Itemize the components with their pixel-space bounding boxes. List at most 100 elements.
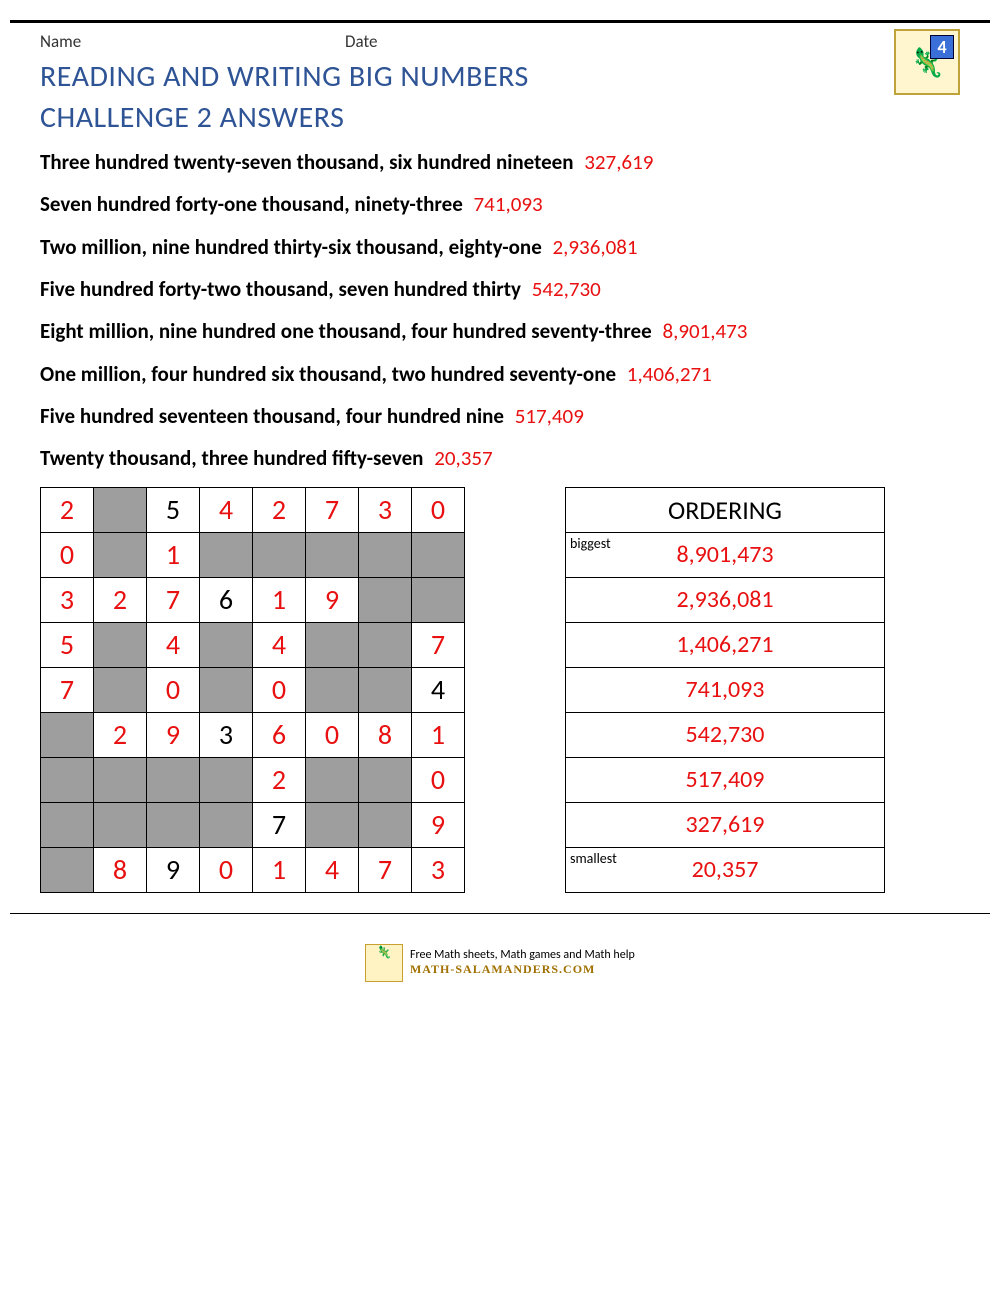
grid-cell: 4 xyxy=(200,487,253,532)
ordering-row: 2,936,081 xyxy=(566,577,885,622)
ordering-value: 1,406,271 xyxy=(676,630,773,659)
answer-line: Twenty thousand, three hundred fifty-sev… xyxy=(40,444,960,472)
grid-cell xyxy=(200,757,253,802)
answer-words: Two million, nine hundred thirty-six tho… xyxy=(40,234,542,260)
ordering-value: 327,619 xyxy=(686,810,765,839)
answer-line: Two million, nine hundred thirty-six tho… xyxy=(40,233,960,261)
answer-words: Seven hundred forty-one thousand, ninety… xyxy=(40,191,463,217)
grid-cell xyxy=(200,532,253,577)
grid-cell: 5 xyxy=(147,487,200,532)
grid-cell xyxy=(306,532,359,577)
grid-cell xyxy=(147,757,200,802)
grid-cell xyxy=(412,532,465,577)
ordering-value: 20,357 xyxy=(692,855,759,884)
footer-tagline: Free Math sheets, Math games and Math he… xyxy=(410,948,635,962)
grid-cell: 4 xyxy=(306,847,359,892)
grid-cell: 2 xyxy=(94,712,147,757)
date-label: Date xyxy=(345,31,377,52)
answer-number: 542,730 xyxy=(532,276,601,302)
grid-cell xyxy=(306,667,359,712)
grid-cell: 3 xyxy=(412,847,465,892)
grid-cell xyxy=(359,757,412,802)
ordering-header: ORDERING xyxy=(566,487,885,532)
grid-cell xyxy=(41,802,94,847)
page-title-line1: READING AND WRITING BIG NUMBERS xyxy=(40,58,960,95)
grid-cell: 6 xyxy=(253,712,306,757)
answer-words: Five hundred forty-two thousand, seven h… xyxy=(40,276,521,302)
grid-cell xyxy=(41,712,94,757)
answer-number: 741,093 xyxy=(474,191,543,217)
grid-cell xyxy=(94,622,147,667)
ordering-value: 8,901,473 xyxy=(676,540,773,569)
grid-cell: 0 xyxy=(412,757,465,802)
grid-cell xyxy=(200,667,253,712)
grid-cell: 0 xyxy=(253,667,306,712)
grid-cell: 7 xyxy=(253,802,306,847)
answer-words: Three hundred twenty-seven thousand, six… xyxy=(40,149,574,175)
grid-cell: 7 xyxy=(306,487,359,532)
grid-cell: 5 xyxy=(41,622,94,667)
ordering-tag: biggest xyxy=(570,535,611,552)
grid-cell: 0 xyxy=(200,847,253,892)
grid-cell xyxy=(94,532,147,577)
answer-words: Twenty thousand, three hundred fifty-sev… xyxy=(40,445,423,471)
grid-cell: 3 xyxy=(200,712,253,757)
answer-number: 517,409 xyxy=(515,403,584,429)
grid-cell xyxy=(359,532,412,577)
grid-cell xyxy=(147,802,200,847)
grid-cell xyxy=(41,847,94,892)
grid-cell: 9 xyxy=(147,847,200,892)
grid-cell: 6 xyxy=(200,577,253,622)
answer-line: One million, four hundred six thousand, … xyxy=(40,360,960,388)
grid-cell xyxy=(359,577,412,622)
answer-number: 2,936,081 xyxy=(553,234,638,260)
grid-cell xyxy=(359,802,412,847)
answer-line: Seven hundred forty-one thousand, ninety… xyxy=(40,190,960,218)
grid-cell xyxy=(306,622,359,667)
grid-cell: 2 xyxy=(41,487,94,532)
grid-cell: 0 xyxy=(412,487,465,532)
grade-badge: 🦎 4 xyxy=(894,29,960,95)
grid-cell: 9 xyxy=(306,577,359,622)
grid-cell xyxy=(306,757,359,802)
footer-site: MATH-SALAMANDERS.COM xyxy=(410,962,595,976)
grid-cell: 7 xyxy=(412,622,465,667)
footer-logo-icon: 🦎 xyxy=(365,944,403,982)
ordering-row: smallest20,357 xyxy=(566,847,885,892)
grid-cell xyxy=(94,757,147,802)
ordering-value: 2,936,081 xyxy=(676,585,773,614)
grid-cell xyxy=(200,802,253,847)
ordering-row: 1,406,271 xyxy=(566,622,885,667)
worksheet-page: Name Date 🦎 4 READING AND WRITING BIG NU… xyxy=(10,20,990,914)
grid-cell: 7 xyxy=(147,577,200,622)
header-row: Name Date xyxy=(40,31,960,52)
grid-cell: 4 xyxy=(412,667,465,712)
ordering-table: ORDERING biggest 8,901,473 2,936,081 1,406,2… xyxy=(565,487,885,893)
ordering-row: 517,409 xyxy=(566,757,885,802)
ordering-value: 542,730 xyxy=(686,720,765,749)
grid-cell xyxy=(94,802,147,847)
grid-cell: 2 xyxy=(253,487,306,532)
grid-cell xyxy=(306,802,359,847)
grid-cell xyxy=(359,667,412,712)
grid-cell: 1 xyxy=(412,712,465,757)
answer-words: Five hundred seventeen thousand, four hu… xyxy=(40,403,504,429)
grid-cell xyxy=(94,487,147,532)
answer-line: Three hundred twenty-seven thousand, six… xyxy=(40,148,960,176)
answer-number: 20,357 xyxy=(434,445,492,471)
grid-cell xyxy=(200,622,253,667)
grid-cell: 3 xyxy=(41,577,94,622)
answer-number: 327,619 xyxy=(584,149,653,175)
page-title-line2: CHALLENGE 2 ANSWERS xyxy=(40,99,960,136)
grid-cell: 8 xyxy=(94,847,147,892)
grid-cell: 0 xyxy=(41,532,94,577)
ordering-row: 741,093 xyxy=(566,667,885,712)
answer-words: One million, four hundred six thousand, … xyxy=(40,361,616,387)
grid-cell xyxy=(41,757,94,802)
grid-cell: 7 xyxy=(359,847,412,892)
answer-line: Eight million, nine hundred one thousand… xyxy=(40,317,960,345)
footer: 🦎 Free Math sheets, Math games and Math … xyxy=(0,944,1000,982)
name-label: Name xyxy=(40,31,81,52)
grid-cell: 1 xyxy=(147,532,200,577)
grid-cell: 3 xyxy=(359,487,412,532)
